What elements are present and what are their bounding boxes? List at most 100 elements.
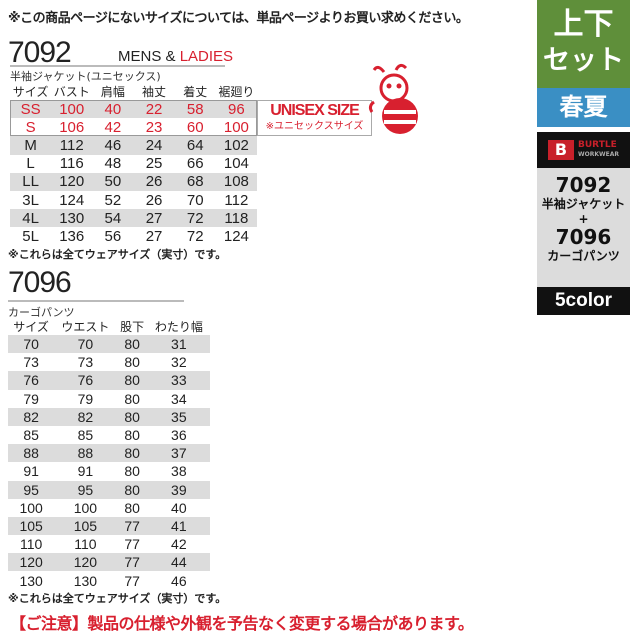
table-cell: 3L — [22, 191, 39, 209]
table-cell: 26 — [133, 172, 175, 191]
table-cell: 130 — [73, 572, 98, 589]
column-header: 袖丈 — [142, 84, 167, 99]
column-header: ウエスト — [61, 319, 110, 334]
table-cell: 25 — [145, 155, 163, 173]
jacket-name: 半袖ジャケット(ユニセックス) — [10, 70, 161, 83]
table-cell: 56 — [104, 227, 122, 245]
jacket-note: ※これらは全てウェアサイズ（実寸）です。 — [8, 248, 227, 261]
table-cell: 41 — [147, 516, 210, 536]
item1-model: 7092 — [555, 173, 612, 197]
table-cell: 80 — [124, 390, 140, 407]
table-cell: 112 — [224, 191, 249, 209]
table-cell: 5L — [22, 227, 39, 245]
table-cell: 80 — [124, 499, 140, 516]
table-row: 130 130 77 46 — [8, 571, 210, 589]
table-cell: 80 — [124, 427, 140, 444]
set-badge: 上下 セット — [537, 0, 630, 88]
table-cell: 102 — [215, 136, 257, 155]
table-cell: 23 — [145, 118, 163, 136]
table-cell: 108 — [215, 172, 257, 191]
pants-name: カーゴパンツ — [8, 306, 75, 319]
pants-model: 7096 — [8, 266, 72, 299]
table-cell: 70 — [186, 191, 204, 209]
table-cell: 110 — [19, 536, 43, 553]
brand-logo: B BURTLE WORKWEAR — [537, 132, 630, 168]
table-cell: 36 — [171, 427, 187, 444]
table-cell: 91 — [23, 463, 39, 480]
table-cell: 82 — [54, 407, 117, 426]
table-cell: S — [25, 118, 36, 136]
table-cell: 77 — [116, 516, 148, 536]
column-header: サイズ — [13, 319, 49, 334]
table-cell: 58 — [174, 100, 216, 119]
mens-label: MENS & — [118, 48, 176, 65]
gender-label: MENS & LADIES — [118, 48, 233, 65]
table-cell: 35 — [147, 407, 210, 426]
table-cell: M — [10, 136, 52, 155]
table-cell: 48 — [104, 155, 122, 173]
table-row: 88 88 80 37 — [8, 444, 210, 463]
table-cell: 124 — [59, 191, 85, 209]
bee-mascot-icon — [368, 63, 418, 134]
table-cell: 79 — [77, 390, 94, 407]
color-count: 5color — [537, 287, 630, 315]
table-cell: 73 — [77, 354, 94, 371]
table-cell: 32 — [171, 354, 187, 371]
table-row: 4L 130 54 27 72 118 — [10, 209, 257, 228]
unisex-sub: ※ユニセックスサイズ — [265, 121, 364, 132]
table-row: LL 120 50 26 68 108 — [10, 172, 257, 191]
table-row: 82 82 80 35 — [8, 407, 210, 426]
table-cell: 40 — [92, 100, 134, 119]
table-cell: 24 — [133, 136, 175, 155]
table-cell: 26 — [145, 191, 163, 209]
table-cell: 120 — [8, 553, 55, 572]
table-cell: 60 — [186, 118, 204, 136]
season-badge: 春夏 — [537, 88, 630, 127]
jacket-model: 7092 — [8, 36, 72, 69]
table-cell: 100 — [223, 118, 249, 136]
ladies-label: LADIES — [179, 48, 234, 65]
table-cell: 37 — [147, 444, 210, 463]
table-cell: 104 — [223, 155, 249, 173]
table-cell: 68 — [174, 172, 216, 191]
table-cell: 34 — [171, 390, 187, 407]
table-cell: 27 — [133, 209, 175, 228]
table-cell: 40 — [171, 499, 187, 516]
table-cell: 46 — [171, 572, 187, 589]
table-row: 95 95 80 39 — [8, 480, 210, 499]
column-header: サイズ — [12, 84, 49, 99]
table-cell: 33 — [147, 371, 210, 390]
table-cell: 76 — [8, 371, 55, 390]
table-row: 85 85 80 36 — [8, 426, 210, 444]
column-header: 肩幅 — [100, 84, 125, 99]
table-cell: 88 — [54, 444, 117, 463]
table-cell: 118 — [215, 209, 257, 228]
table-row: 79 79 80 34 — [8, 390, 210, 408]
top-note: ※この商品ページにないサイズについては、単品ページよりお買い求めください。 — [8, 11, 469, 26]
table-cell: 38 — [171, 463, 187, 480]
unisex-box: UNISEX SIZE ※ユニセックスサイズ — [257, 100, 372, 136]
brand-sub: WORKWEAR — [578, 151, 619, 158]
column-header: 股下 — [120, 319, 145, 334]
table-row: 100 100 80 40 — [8, 499, 210, 517]
table-cell: 52 — [104, 191, 122, 209]
table-cell: 85 — [23, 427, 39, 444]
table-cell: 80 — [124, 463, 140, 480]
divider — [8, 300, 184, 302]
table-cell: 80 — [116, 480, 148, 499]
table-cell: 64 — [174, 136, 216, 155]
table-row: 91 91 80 38 — [8, 462, 210, 480]
table-cell: 85 — [77, 427, 94, 444]
brand-name: BURTLE — [578, 140, 617, 150]
pants-size-table: サイズ ウエスト 股下 わたり幅 70 70 80 31 73 73 80 32 76 76 80 33 79… — [8, 317, 210, 590]
table-cell: 76 — [54, 371, 117, 390]
table-row: L 116 48 25 66 104 — [10, 155, 257, 173]
item2-name: カーゴパンツ — [547, 249, 620, 263]
set-line1: 上下 — [553, 7, 614, 42]
table-cell: SS — [10, 100, 52, 119]
table-row: S 106 42 23 60 100 — [10, 118, 257, 136]
table-cell: 42 — [104, 118, 122, 136]
table-cell: 80 — [116, 335, 148, 354]
table-row: 73 73 80 32 — [8, 353, 210, 371]
table-row: 120 120 77 44 — [8, 553, 210, 572]
